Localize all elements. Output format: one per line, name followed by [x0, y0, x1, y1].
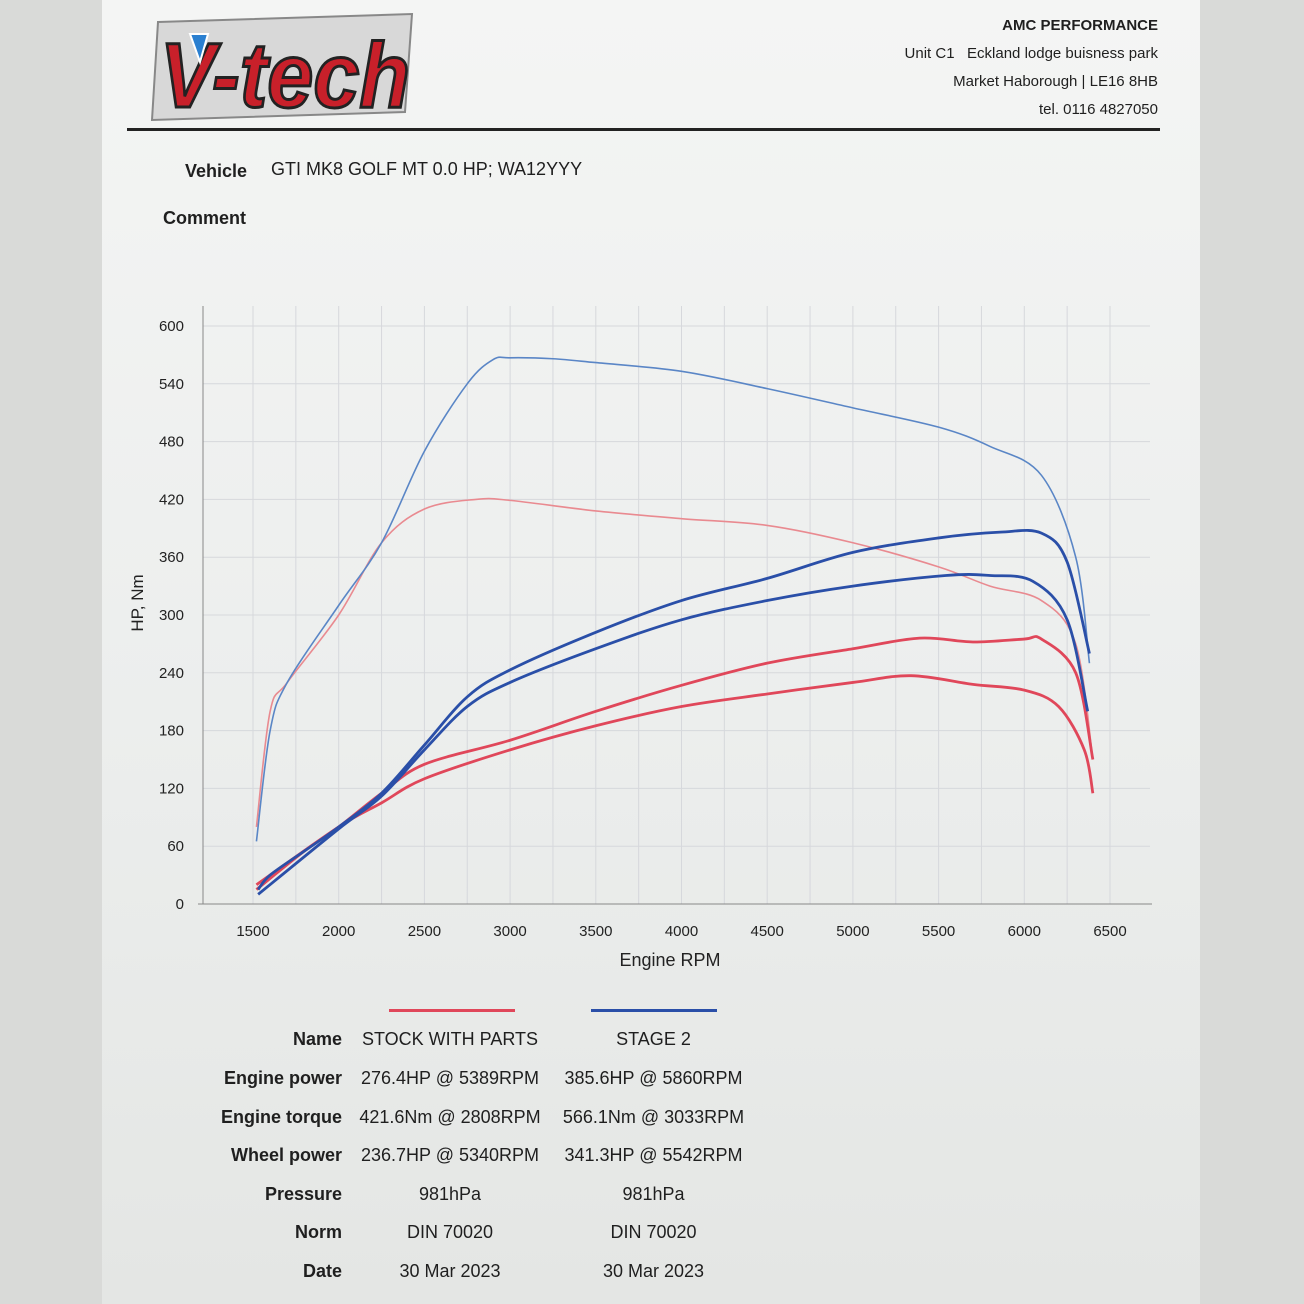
company-name: AMC PERFORMANCE [1002, 17, 1158, 34]
results-stock-cell: DIN 70020 [406, 1222, 494, 1242]
vtech-logo: V-tech [150, 12, 414, 127]
x-tick-label: 3000 [493, 923, 526, 940]
x-tick-label: 3500 [579, 923, 612, 940]
results-stock-cell: 30 Mar 2023 [399, 1260, 501, 1281]
vehicle-value: GTI MK8 GOLF MT 0.0 HP; WA12YYY [271, 159, 583, 179]
series-stage2-engine-torque [255, 356, 1091, 842]
results-stock-cell: 421.6Nm @ 2808RPM [359, 1106, 541, 1127]
y-tick-label: 420 [159, 491, 184, 508]
series-stock-engine-torque [255, 497, 1094, 828]
legend-stock-name: STOCK WITH PARTS [361, 1029, 539, 1049]
company-address-1: Unit C1 Eckland lodge buisness park [904, 45, 1158, 62]
y-tick-label: 180 [159, 723, 184, 740]
y-tick-label: 540 [159, 376, 184, 393]
x-tick-label: 4500 [751, 923, 784, 940]
results-label-cell: Pressure [264, 1183, 342, 1204]
legend-stock-line [389, 1009, 515, 1012]
series-stock-wheel-power [255, 674, 1095, 886]
y-tick-label: 120 [159, 780, 184, 797]
y-tick-label: 300 [159, 607, 184, 624]
company-block: AMC PERFORMANCE Unit C1 Eckland lodge bu… [905, 12, 1158, 124]
results-stage2-cell: DIN 70020 [610, 1222, 697, 1242]
results-stock-cell: 236.7HP @ 5340RPM [360, 1145, 540, 1165]
results-stage2-cell: 385.6HP @ 5860RPM [564, 1068, 743, 1088]
y-tick-label: 240 [159, 665, 184, 682]
legend-stage2-line [591, 1009, 717, 1012]
results-stock-cell: 276.4HP @ 5389RPM [360, 1068, 540, 1088]
results-label-cell: Engine torque [221, 1106, 342, 1127]
x-tick-label: 6000 [1008, 923, 1041, 940]
x-tick-label: 6500 [1093, 923, 1126, 940]
results-header-label: Name [292, 1029, 342, 1049]
legend-stage2-name: STAGE 2 [616, 1029, 691, 1049]
x-tick-label: 2000 [322, 923, 355, 940]
y-axis-label: HP, Nm [128, 574, 147, 631]
series-stage2-engine-power [257, 529, 1091, 891]
header-divider [127, 128, 1160, 131]
company-address-2: Market Haborough | LE16 8HB [953, 73, 1158, 90]
vehicle-label: Vehicle [185, 161, 248, 181]
results-stage2-cell: 30 Mar 2023 [602, 1260, 705, 1281]
results-label-cell: Engine power [223, 1068, 342, 1088]
x-tick-label: 4000 [665, 923, 698, 940]
results-label-cell: Wheel power [230, 1145, 342, 1165]
y-tick-label: 480 [159, 434, 184, 451]
series-stage2-wheel-power [257, 573, 1090, 896]
results-stage2-cell: 341.3HP @ 5542RPM [564, 1145, 743, 1165]
x-tick-label: 5500 [922, 923, 955, 940]
y-tick-label: 60 [167, 838, 184, 855]
dyno-chart: 1500 2000 2500 3000 3500 4000 4500 5000 5500 6000… [128, 306, 1152, 970]
y-tick-label: 600 [159, 318, 184, 335]
results-label-cell: Date [302, 1260, 342, 1281]
y-tick-label: 0 [176, 896, 184, 913]
company-phone: tel. 0116 4827050 [1039, 101, 1158, 118]
results-label-cell: Norm [294, 1222, 342, 1242]
results-stock-cell: 981hPa [418, 1183, 482, 1204]
results-stage2-cell: 566.1Nm @ 3033RPM [562, 1106, 745, 1127]
x-axis-label: Engine RPM [619, 950, 720, 970]
x-tick-label: 1500 [236, 923, 269, 940]
x-tick-label: 5000 [836, 923, 869, 940]
x-tick-label: 2500 [408, 923, 441, 940]
comment-label: Comment [163, 208, 247, 228]
dyno-sheet [102, 0, 1200, 1304]
y-tick-label: 360 [159, 549, 184, 566]
results-stage2-cell: 981hPa [622, 1183, 685, 1204]
